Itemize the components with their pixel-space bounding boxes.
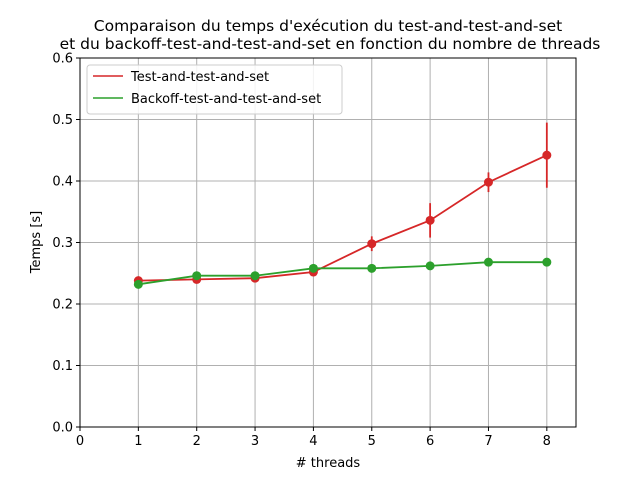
x-tick-label: 8: [543, 434, 551, 449]
ticks: 0 1 2 3 4 5 6 7 8 0.0 0.1 0.2 0.3 0.4 0.5 0.6: [52, 52, 551, 450]
y-tick-label: 0.0: [52, 421, 73, 436]
legend-box: [86, 64, 343, 115]
series-layer: [133, 122, 552, 289]
x-tick-label: 7: [484, 434, 492, 449]
y-tick-label: 0.1: [52, 359, 73, 374]
series-backoff-test-and-test-and-set: [133, 257, 552, 289]
y-axis-label: Temps [s]: [29, 211, 44, 274]
data-point: [133, 279, 143, 289]
series-line: [138, 261, 547, 286]
y-tick-label: 0.4: [52, 175, 73, 190]
x-tick-label: 5: [368, 434, 376, 449]
data-point: [542, 150, 552, 160]
x-tick-label: 3: [251, 434, 259, 449]
data-point: [483, 257, 493, 267]
x-axis-label: # threads: [296, 456, 361, 471]
series-line: [138, 154, 548, 282]
legend-label-backoff-test-and-test-and-set: Backoff-test-and-test-and-set: [131, 92, 321, 107]
chart-title-line-1: Comparaison du temps d'exécution du test…: [94, 17, 562, 35]
data-point: [425, 261, 435, 271]
x-tick-label: 0: [76, 434, 84, 449]
data-point: [367, 239, 377, 249]
y-tick-label: 0.6: [52, 52, 73, 67]
data-point: [250, 271, 260, 281]
y-tick-label: 0.2: [52, 298, 73, 313]
legend: Test-and-test-and-set Backoff-test-and-t…: [86, 64, 343, 115]
legend-label-test-and-test-and-set: Test-and-test-and-set: [130, 70, 269, 85]
data-point: [542, 257, 552, 267]
data-point: [308, 263, 318, 273]
data-point: [192, 271, 202, 281]
x-tick-label: 6: [426, 434, 434, 449]
x-tick-label: 2: [193, 434, 201, 449]
x-tick-label: 1: [134, 434, 142, 449]
data-point: [425, 215, 435, 225]
x-tick-label: 4: [309, 434, 317, 449]
y-tick-label: 0.5: [52, 113, 73, 128]
data-point: [367, 263, 377, 273]
chart-title-line-2: et du backoff-test-and-test-and-set en f…: [60, 35, 601, 53]
data-point: [483, 177, 493, 187]
y-tick-label: 0.3: [52, 236, 73, 251]
